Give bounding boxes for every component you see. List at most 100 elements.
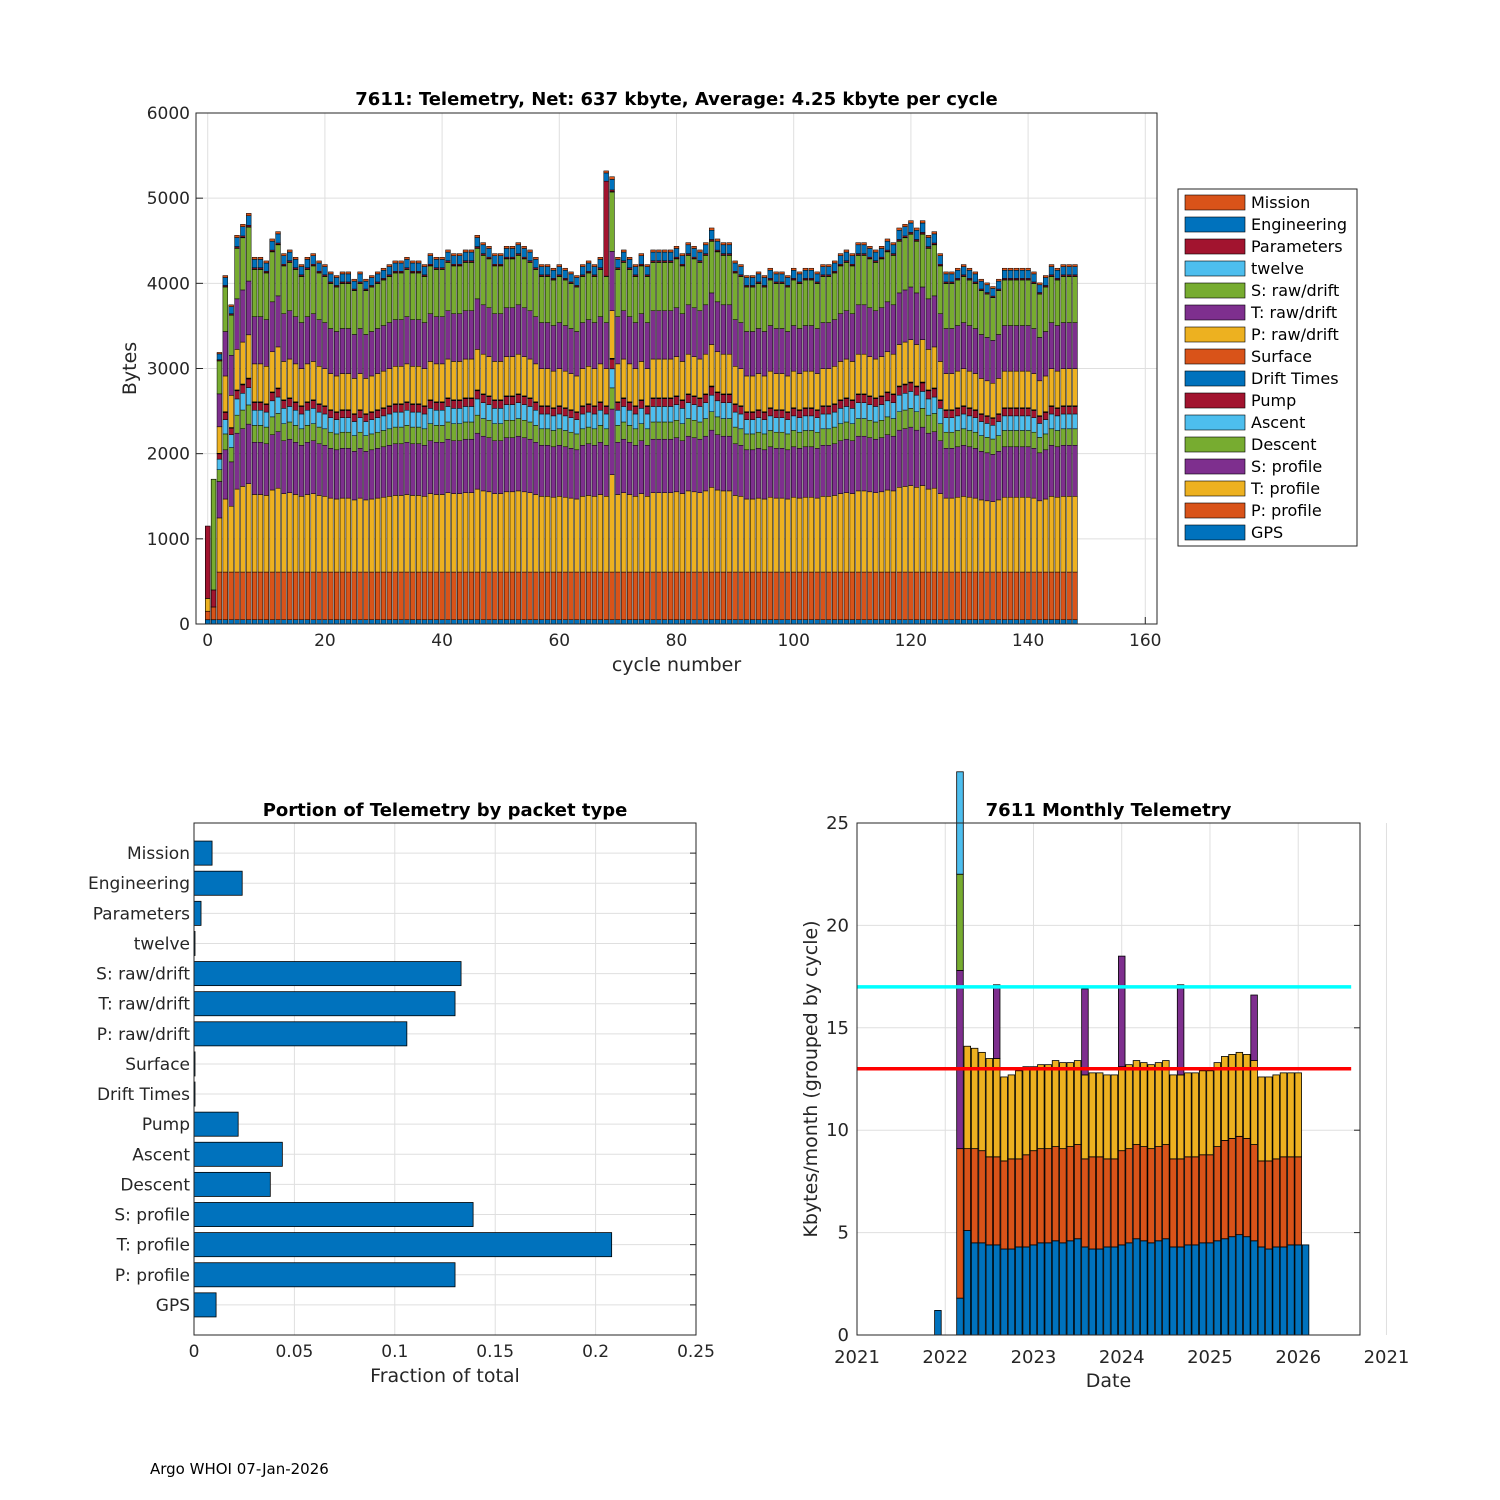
monthly-bar-segment — [1110, 1246, 1119, 1336]
main-bar-segment — [867, 420, 873, 438]
main-cycle-bar — [832, 260, 838, 625]
monthly-bar-segment — [1095, 1156, 1104, 1250]
main-y-tick-label: 2000 — [147, 445, 190, 465]
main-bar-segment — [673, 571, 680, 620]
monthly-bar-segment — [1007, 1158, 1016, 1250]
main-bar-segment — [796, 497, 803, 573]
main-cycle-bar — [433, 256, 439, 625]
main-bar-segment — [726, 304, 732, 355]
main-bar-segment — [750, 449, 756, 500]
monthly-bar — [1140, 1062, 1148, 1336]
main-bar-segment — [480, 435, 486, 492]
main-bar-segment — [550, 408, 557, 417]
main-bar-segment — [691, 307, 697, 357]
main-bar-segment — [445, 249, 451, 253]
main-bar-segment — [785, 433, 791, 451]
main-bar-segment — [580, 428, 586, 446]
main-bar-segment — [761, 275, 768, 278]
main-bar-segment — [451, 361, 457, 401]
main-bar-segment — [527, 249, 533, 253]
main-bar-segment — [978, 499, 984, 573]
main-bar-segment — [837, 255, 844, 265]
main-x-tick-label: 60 — [548, 631, 570, 651]
main-bar-segment — [867, 619, 873, 625]
main-bar-segment — [457, 408, 463, 424]
main-bar-segment — [738, 266, 744, 276]
main-bar-segment — [386, 266, 393, 276]
main-bar-segment — [281, 265, 287, 314]
monthly-bar-segment — [1228, 1137, 1236, 1238]
main-bar-segment — [656, 571, 662, 620]
legend-label: T: raw/drift — [1250, 303, 1337, 322]
main-bar-segment — [269, 392, 275, 402]
main-bar-segment — [427, 493, 434, 573]
portion-title: Portion of Telemetry by packet type — [263, 800, 628, 821]
main-bar-segment — [955, 571, 961, 620]
main-bar-segment — [369, 412, 375, 420]
main-bar-segment — [251, 256, 258, 260]
main-bar-segment — [919, 382, 926, 392]
main-bar-segment — [750, 498, 756, 573]
monthly-bar-segment — [992, 984, 1001, 1059]
main-cycle-bar — [931, 231, 937, 625]
main-bar-segment — [205, 525, 211, 599]
main-bar-segment — [685, 402, 691, 419]
monthly-bar — [1301, 1244, 1310, 1336]
main-bar-segment — [949, 410, 955, 418]
main-bar-segment — [228, 434, 234, 448]
main-bar-segment — [556, 496, 562, 573]
main-bar-segment — [902, 224, 908, 227]
main-bar-segment — [1001, 408, 1008, 417]
main-bar-segment — [615, 316, 621, 365]
main-bar-segment — [316, 404, 322, 413]
main-bar-segment — [662, 262, 668, 311]
main-bar-segment — [369, 419, 375, 435]
main-bar-segment — [837, 361, 844, 401]
main-bar-segment — [767, 619, 773, 625]
main-bar-segment — [849, 255, 855, 265]
legend-label: T: profile — [1250, 479, 1320, 498]
main-bar-segment — [257, 269, 264, 317]
main-bar-segment — [685, 394, 691, 403]
main-bar-segment — [767, 267, 773, 271]
main-cycle-bar — [509, 246, 516, 625]
main-bar-segment — [709, 487, 715, 573]
main-bar-segment — [914, 230, 920, 240]
main-bar-segment — [1066, 266, 1072, 276]
legend-swatch — [1184, 502, 1246, 519]
monthly-bar-segment — [1029, 1150, 1038, 1246]
main-bar-segment — [480, 571, 486, 620]
main-bar-segment — [867, 307, 873, 357]
main-bar-segment — [457, 440, 463, 494]
main-bar-segment — [890, 435, 896, 492]
monthly-bar-segment — [1044, 1148, 1052, 1244]
main-bar-segment — [908, 234, 914, 288]
main-cycle-bar — [802, 267, 809, 625]
main-bar-segment — [316, 426, 322, 445]
main-bar-segment — [720, 255, 727, 306]
main-bar-segment — [539, 428, 545, 446]
monthly-bar-segment — [1257, 1076, 1266, 1162]
main-bar-segment — [832, 571, 838, 620]
main-bar-segment — [263, 495, 269, 573]
main-bar-segment — [937, 400, 943, 409]
main-bar-segment — [392, 366, 398, 405]
main-bar-segment — [468, 358, 475, 399]
main-bar-segment — [316, 319, 322, 367]
main-bar-segment — [1043, 331, 1049, 377]
main-bar-segment — [339, 283, 346, 329]
monthly-bar-segment — [956, 1297, 964, 1336]
main-bar-segment — [949, 497, 955, 573]
main-cycle-bar — [439, 256, 445, 625]
main-bar-segment — [445, 571, 451, 620]
main-bar-segment — [779, 431, 785, 449]
main-bar-segment — [404, 316, 410, 365]
main-bar-segment — [257, 494, 264, 573]
main-bar-segment — [533, 619, 539, 625]
main-bar-segment — [386, 368, 393, 407]
monthly-bar-segment — [992, 1244, 1001, 1336]
monthly-bar — [1250, 994, 1258, 1336]
main-bar-segment — [650, 406, 656, 423]
monthly-bar-segment — [1022, 1066, 1030, 1156]
main-bar-segment — [416, 319, 422, 367]
